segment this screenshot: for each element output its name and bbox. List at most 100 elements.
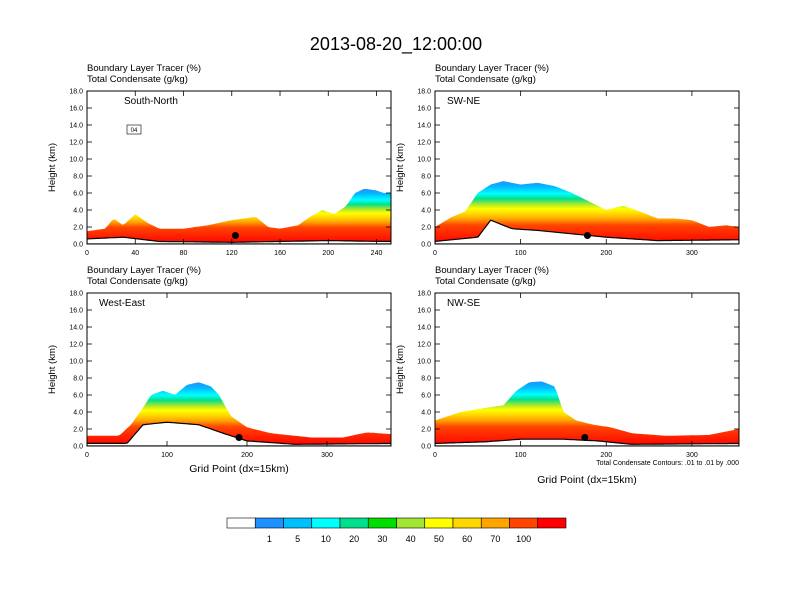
location-marker — [231, 232, 239, 239]
y-axis-label: Height (km) — [395, 345, 406, 394]
y-axis-label: Height (km) — [47, 345, 58, 394]
y-tick-label: 4.0 — [73, 208, 83, 215]
x-tick-label: 300 — [686, 250, 698, 257]
x-tick-label: 200 — [241, 452, 253, 459]
y-axis-label: Height (km) — [395, 143, 406, 192]
x-tick-label: 0 — [433, 452, 437, 459]
panel-plot-area — [435, 381, 739, 446]
panel-header-line1: Boundary Layer Tracer (%) — [435, 265, 549, 276]
y-tick-label: 10.0 — [69, 359, 83, 366]
panels-group: Boundary Layer Tracer (%)Total Condensat… — [47, 63, 740, 459]
panel-plot-area — [435, 181, 739, 244]
colorbar-label: 40 — [406, 534, 416, 544]
panel-label: South-North — [124, 96, 178, 107]
x-tick-label: 240 — [371, 250, 383, 257]
y-tick-label: 2.0 — [421, 427, 431, 434]
y-tick-label: 18.0 — [69, 291, 83, 298]
location-marker — [581, 434, 589, 441]
y-tick-label: 0.0 — [73, 444, 83, 451]
colorbar-box — [226, 517, 256, 529]
colorbar-label: 10 — [321, 534, 331, 544]
y-tick-label: 18.0 — [69, 89, 83, 96]
y-tick-label: 6.0 — [73, 191, 83, 198]
colorbar-box — [339, 517, 369, 529]
y-tick-label: 18.0 — [417, 291, 431, 298]
tracer-field — [87, 382, 391, 445]
colorbar-box — [396, 517, 426, 529]
y-tick-label: 4.0 — [73, 410, 83, 417]
terrain — [87, 421, 391, 446]
panel-label: SW-NE — [447, 96, 480, 107]
x-tick-label: 40 — [131, 250, 139, 257]
colorbar-label: 100 — [516, 534, 531, 544]
tracer-field — [87, 188, 391, 243]
panel-frame — [434, 292, 740, 447]
colorbar-box — [283, 517, 313, 529]
annotation-label: 04 — [131, 128, 138, 134]
y-tick-label: 0.0 — [421, 444, 431, 451]
panel-frame — [86, 292, 392, 447]
y-tick-label: 12.0 — [417, 140, 431, 147]
y-tick-label: 12.0 — [69, 342, 83, 349]
panel-south-north: Boundary Layer Tracer (%)Total Condensat… — [47, 63, 392, 257]
x-tick-label: 0 — [85, 250, 89, 257]
panel-west-east: Boundary Layer Tracer (%)Total Condensat… — [47, 265, 392, 459]
colorbar-box — [480, 517, 510, 529]
x-tick-label: 160 — [274, 250, 286, 257]
panel-header-line1: Boundary Layer Tracer (%) — [87, 265, 201, 276]
location-marker — [583, 232, 591, 239]
colorbar-labels: 1 5 10 20 30 40 50 60 70 100 — [267, 534, 531, 544]
panel-header-line2: Total Condensate (g/kg) — [435, 276, 536, 287]
y-tick-label: 10.0 — [417, 359, 431, 366]
panel-header-line2: Total Condensate (g/kg) — [435, 74, 536, 85]
y-tick-label: 6.0 — [421, 191, 431, 198]
y-tick-label: 16.0 — [417, 308, 431, 315]
y-tick-label: 4.0 — [421, 208, 431, 215]
x-axis-label-left: Grid Point (dx=15km) — [189, 463, 289, 475]
y-tick-label: 8.0 — [421, 376, 431, 383]
figure-title: 2013-08-20_12:00:00 — [310, 34, 482, 55]
y-tick-label: 8.0 — [73, 376, 83, 383]
terrain — [435, 438, 739, 446]
x-tick-label: 100 — [515, 250, 527, 257]
panel-frame — [434, 90, 740, 245]
x-tick-label: 0 — [433, 250, 437, 257]
x-tick-label: 300 — [686, 452, 698, 459]
colorbar-box — [424, 517, 454, 529]
panel-header-line2: Total Condensate (g/kg) — [87, 74, 188, 85]
panel-sw-ne: Boundary Layer Tracer (%)Total Condensat… — [395, 63, 740, 257]
y-tick-label: 2.0 — [73, 427, 83, 434]
y-tick-label: 2.0 — [73, 225, 83, 232]
colorbar-box — [254, 517, 284, 529]
panel-header-line2: Total Condensate (g/kg) — [87, 276, 188, 287]
y-tick-label: 8.0 — [421, 174, 431, 181]
colorbar-box — [452, 517, 482, 529]
annotation-box — [126, 124, 142, 135]
x-tick-label: 0 — [85, 452, 89, 459]
y-tick-label: 10.0 — [417, 157, 431, 164]
panel-plot-area — [87, 188, 391, 244]
x-tick-label: 200 — [600, 452, 612, 459]
y-tick-label: 14.0 — [417, 325, 431, 332]
x-tick-label: 80 — [180, 250, 188, 257]
x-tick-label: 200 — [600, 250, 612, 257]
y-tick-label: 4.0 — [421, 410, 431, 417]
colorbar: 1 5 10 20 30 40 50 60 70 100 — [226, 517, 567, 544]
contour-note: Total Condensate Contours: .01 to .01 by… — [596, 460, 739, 467]
colorbar-label: 70 — [490, 534, 500, 544]
colorbar-box — [311, 517, 341, 529]
y-tick-label: 12.0 — [69, 140, 83, 147]
colorbar-label: 1 — [267, 534, 272, 544]
y-tick-label: 2.0 — [421, 225, 431, 232]
location-marker — [235, 434, 243, 441]
y-tick-label: 14.0 — [69, 325, 83, 332]
panel-plot-area — [87, 382, 391, 446]
colorbar-boxes — [226, 517, 567, 529]
y-tick-label: 16.0 — [69, 106, 83, 113]
panel-label: West-East — [99, 298, 145, 309]
y-tick-label: 12.0 — [417, 342, 431, 349]
panel-frame — [86, 90, 392, 245]
x-tick-label: 300 — [321, 452, 333, 459]
x-tick-label: 100 — [161, 452, 173, 459]
